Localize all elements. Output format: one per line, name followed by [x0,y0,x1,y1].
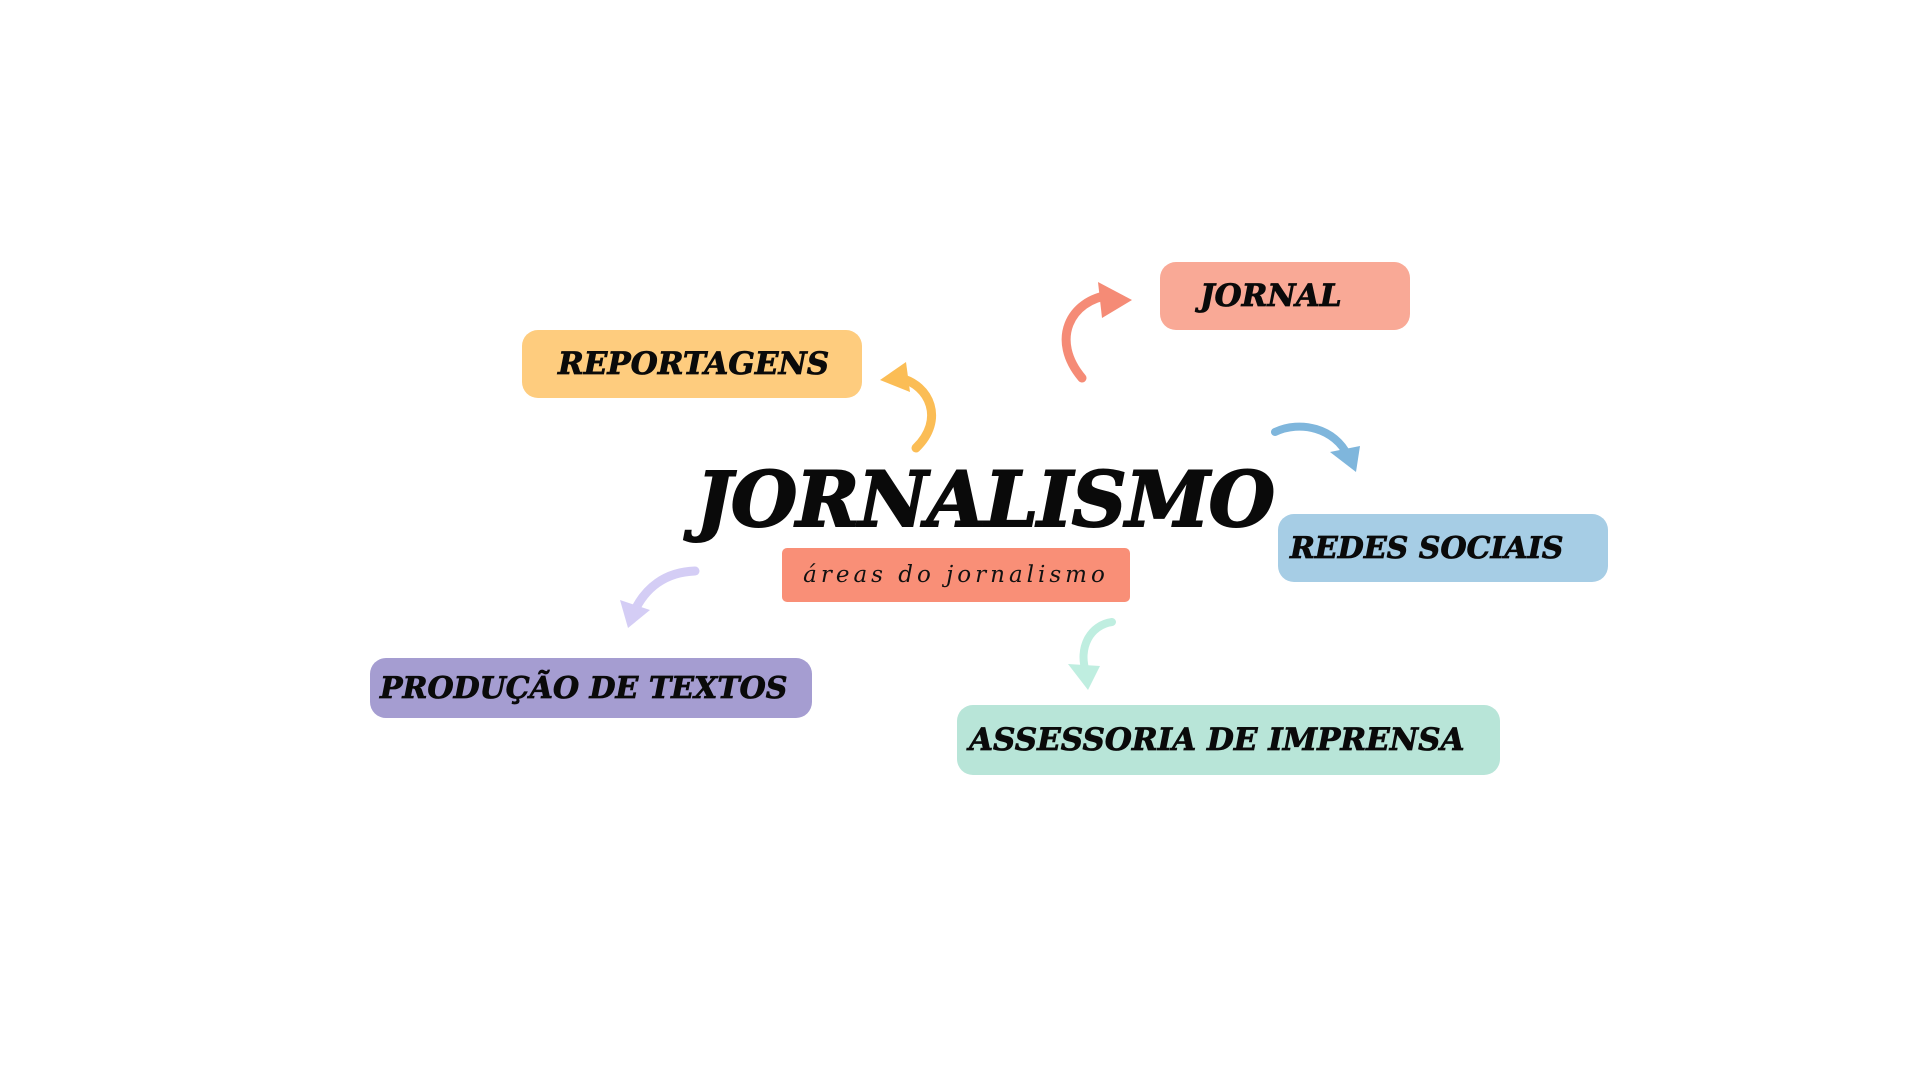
node-producao-de-textos-label: PRODUÇÃO DE TEXTOS [380,670,788,706]
curved-arrow-up-right-icon [1061,282,1132,383]
node-producao-de-textos: PRODUÇÃO DE TEXTOS [370,658,812,718]
node-redes-sociais: REDES SOCIAIS [1278,514,1608,582]
node-reportagens: REPORTAGENS [522,330,862,398]
node-jornal-label: JORNAL [1200,278,1342,315]
curved-arrow-down-icon [1068,618,1116,690]
central-title: JORNALISMO [695,454,1276,545]
node-reportagens-label: REPORTAGENS [558,346,830,383]
curved-arrow-down-right-icon [1271,422,1360,472]
curved-arrow-up-left-icon [880,362,937,453]
central-subtitle: áreas do jornalismo [782,548,1130,602]
curved-arrow-down-left-icon [620,566,700,628]
node-jornal: JORNAL [1160,262,1410,330]
node-assessoria-de-imprensa: ASSESSORIA DE IMPRENSA [957,705,1500,775]
node-assessoria-de-imprensa-label: ASSESSORIA DE IMPRENSA [969,722,1465,759]
central-subtitle-text: áreas do jornalismo [803,562,1109,588]
node-redes-sociais-label: REDES SOCIAIS [1290,530,1564,566]
